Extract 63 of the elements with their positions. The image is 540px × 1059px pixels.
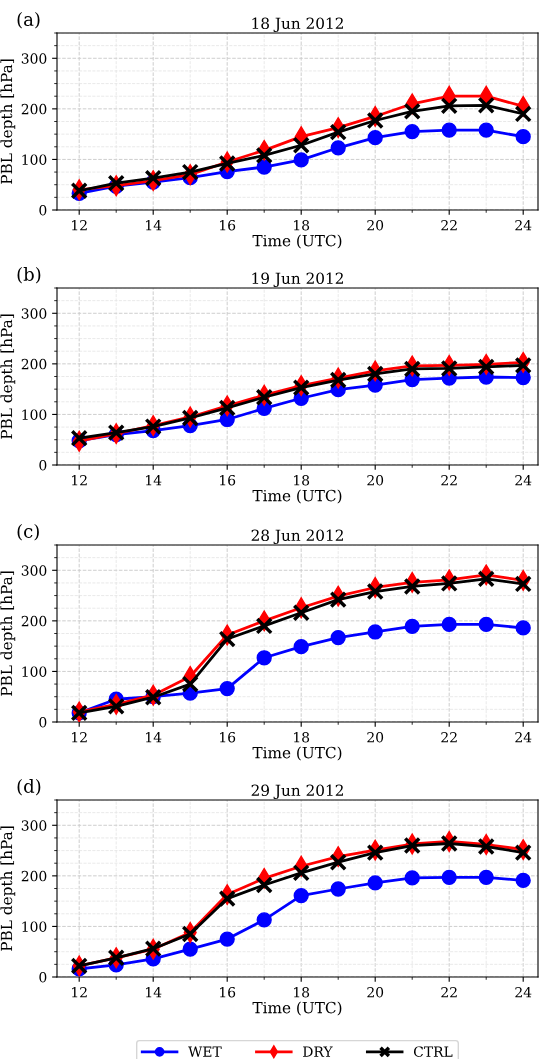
y-tick-label: 0 — [39, 716, 47, 728]
x-tick-label: 16 — [220, 731, 236, 743]
x-tick-label: 22 — [441, 986, 457, 998]
y-tick-label: 300 — [21, 308, 47, 319]
y-tick-label: 300 — [21, 820, 47, 831]
x-tick-label: 24 — [515, 219, 532, 231]
x-tick-label: 18 — [294, 731, 310, 743]
y-tick-label: 300 — [21, 53, 47, 64]
x-tick-label: 18 — [294, 986, 310, 998]
chart-title: 18 Jun 2012 — [252, 17, 343, 33]
x-tick-label: 12 — [72, 474, 87, 486]
x-axis-title: Time (UTC) — [252, 489, 342, 504]
text: (a) — [17, 11, 40, 29]
y-axis-title: PBL depth [hPa] — [0, 571, 16, 696]
legend-label: DRY — [303, 1046, 333, 1057]
x-tick-label: 18 — [294, 219, 310, 231]
y-axis-title: PBL depth [hPa] — [0, 59, 16, 184]
x-tick-label: 12 — [72, 986, 87, 998]
y-tick-label: 0 — [39, 459, 47, 471]
y-tick-label: 200 — [21, 870, 47, 882]
y-tick-label: 200 — [21, 103, 47, 115]
text: (c) — [17, 523, 39, 541]
x-tick-label: 22 — [441, 219, 457, 231]
x-tick-label: 14 — [146, 986, 162, 998]
x-axis-title: Time (UTC) — [252, 746, 342, 761]
x-tick-label: 12 — [72, 731, 87, 743]
y-tick-label: 100 — [22, 666, 47, 677]
x-tick-label: 20 — [367, 219, 384, 231]
y-axis-title: PBL depth [hPa] — [0, 826, 16, 951]
legend-label: CTRL — [413, 1046, 453, 1057]
x-tick-label: 12 — [72, 219, 87, 231]
x-tick-label: 20 — [367, 986, 384, 998]
x-tick-label: 18 — [294, 474, 310, 486]
x-tick-label: 16 — [220, 219, 236, 231]
x-tick-label: 24 — [515, 986, 532, 998]
chart-title: 19 Jun 2012 — [252, 272, 343, 288]
y-tick-label: 0 — [39, 204, 47, 216]
y-tick-label: 100 — [22, 409, 47, 420]
y-tick-label: 0 — [39, 971, 47, 983]
x-tick-label: 24 — [515, 731, 532, 743]
x-tick-label: 24 — [515, 474, 532, 486]
x-tick-label: 20 — [367, 474, 384, 486]
x-tick-label: 14 — [146, 731, 162, 743]
chart-title: 28 Jun 2012 — [251, 529, 343, 545]
legend-label: WET — [188, 1046, 222, 1057]
x-tick-label: 22 — [441, 474, 457, 486]
chart-title: 29 Jun 2012 — [251, 784, 343, 800]
x-tick-label: 16 — [220, 474, 236, 486]
x-tick-label: 14 — [146, 474, 162, 486]
text: (b) — [17, 266, 41, 284]
x-tick-label: 16 — [220, 986, 236, 998]
text: (d) — [17, 778, 41, 796]
x-axis-title: Time (UTC) — [252, 1001, 342, 1016]
x-tick-label: 20 — [367, 731, 384, 743]
y-axis-title: PBL depth [hPa] — [0, 314, 16, 439]
y-tick-label: 200 — [21, 615, 47, 627]
y-tick-label: 100 — [22, 154, 47, 165]
y-tick-label: 300 — [21, 565, 47, 576]
y-tick-label: 100 — [22, 921, 47, 932]
y-tick-label: 200 — [21, 358, 47, 370]
x-axis-title: Time (UTC) — [252, 234, 342, 249]
x-tick-label: 22 — [441, 731, 457, 743]
x-tick-label: 14 — [146, 219, 162, 231]
